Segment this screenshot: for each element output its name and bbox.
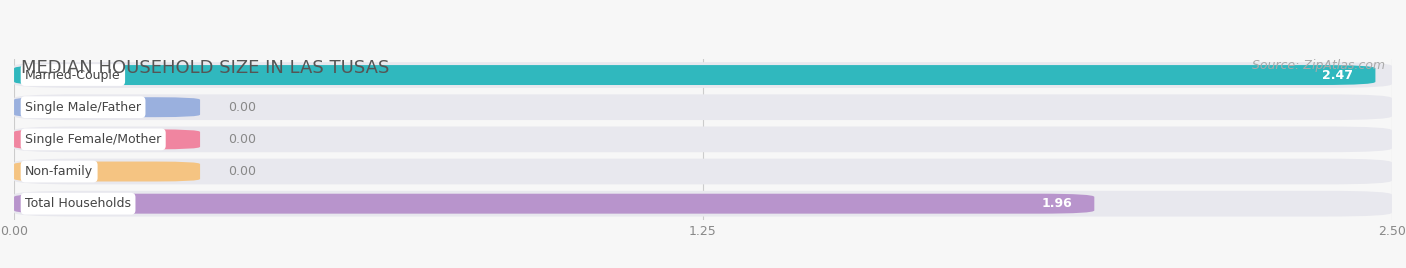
FancyBboxPatch shape <box>14 97 200 117</box>
Text: MEDIAN HOUSEHOLD SIZE IN LAS TUSAS: MEDIAN HOUSEHOLD SIZE IN LAS TUSAS <box>21 59 389 77</box>
FancyBboxPatch shape <box>14 126 1392 152</box>
FancyBboxPatch shape <box>14 191 1392 217</box>
FancyBboxPatch shape <box>14 194 1094 214</box>
FancyBboxPatch shape <box>14 62 1392 88</box>
FancyBboxPatch shape <box>14 162 200 181</box>
Text: 1.96: 1.96 <box>1042 197 1073 210</box>
Text: Total Households: Total Households <box>25 197 131 210</box>
Text: 0.00: 0.00 <box>228 133 256 146</box>
Text: 2.47: 2.47 <box>1323 69 1354 81</box>
Text: 0.00: 0.00 <box>228 165 256 178</box>
Text: Source: ZipAtlas.com: Source: ZipAtlas.com <box>1253 59 1385 72</box>
Text: 0.00: 0.00 <box>228 101 256 114</box>
FancyBboxPatch shape <box>14 129 200 149</box>
Text: Single Male/Father: Single Male/Father <box>25 101 141 114</box>
FancyBboxPatch shape <box>14 65 1375 85</box>
Text: Non-family: Non-family <box>25 165 93 178</box>
FancyBboxPatch shape <box>14 159 1392 184</box>
FancyBboxPatch shape <box>14 94 1392 120</box>
Text: Single Female/Mother: Single Female/Mother <box>25 133 162 146</box>
Text: Married-Couple: Married-Couple <box>25 69 121 81</box>
